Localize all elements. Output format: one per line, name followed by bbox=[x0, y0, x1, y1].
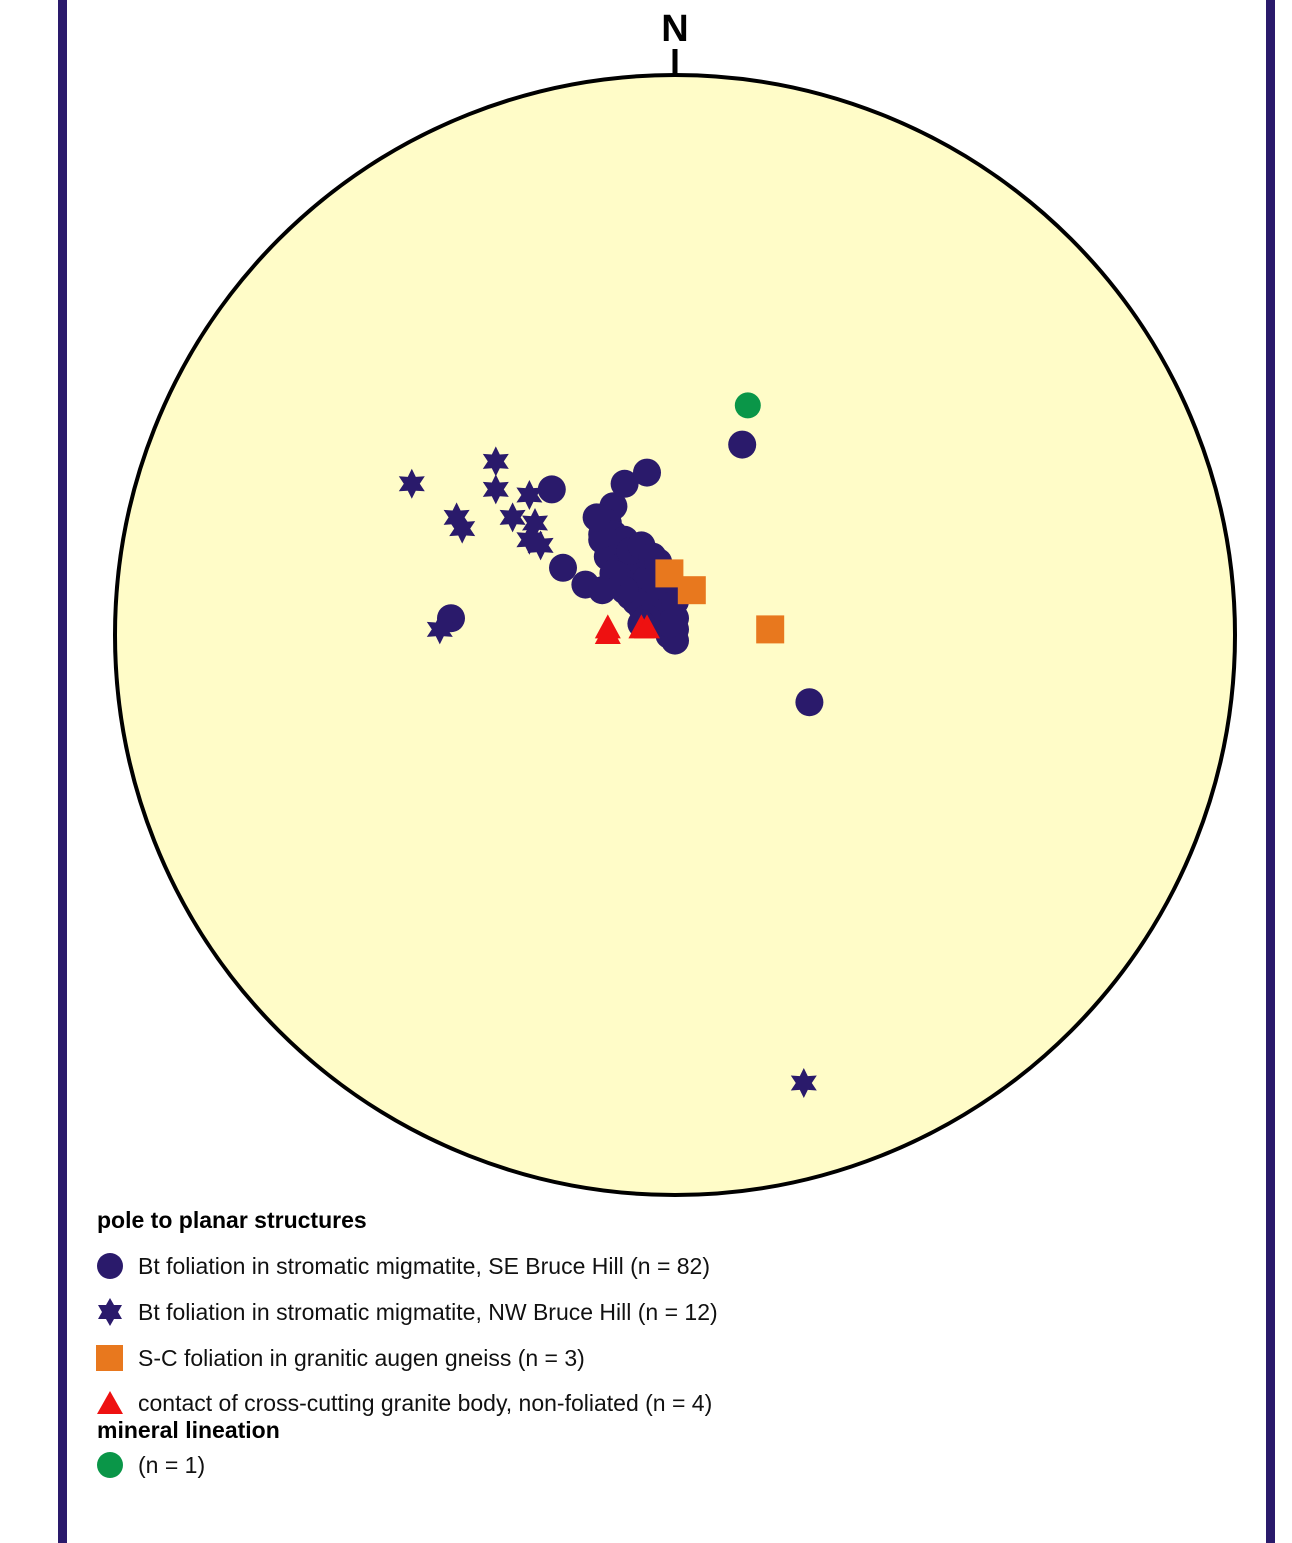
data-points-layer bbox=[398, 392, 824, 1098]
legend-item-sc: S-C foliation in granitic augen gneiss (… bbox=[95, 1343, 585, 1373]
legend-item-bt-nw: Bt foliation in stromatic migmatite, NW … bbox=[95, 1297, 718, 1327]
bt-se-pole bbox=[633, 458, 661, 487]
left-frame-bar bbox=[58, 0, 67, 1543]
contact-pole bbox=[594, 620, 621, 644]
legend-poles-title: pole to planar structures bbox=[97, 1207, 367, 1233]
sc-pole bbox=[677, 576, 706, 605]
bt-nw-pole bbox=[449, 513, 476, 544]
legend-item-contact: contact of cross-cutting granite body, n… bbox=[95, 1388, 712, 1418]
legend-label: (n = 1) bbox=[138, 1451, 206, 1478]
legend-label: Bt foliation in stromatic migmatite, NW … bbox=[138, 1298, 718, 1325]
bt-se-pole bbox=[582, 503, 611, 532]
bt-nw-pole bbox=[499, 502, 526, 533]
bt-nw-pole bbox=[522, 508, 548, 538]
bt-nw-pole bbox=[482, 474, 509, 505]
lineation-point bbox=[734, 392, 761, 419]
right-frame-bar bbox=[1266, 0, 1275, 1543]
star-symbol-icon bbox=[98, 1298, 122, 1326]
bt-nw-pole bbox=[482, 446, 509, 477]
circle-symbol-icon bbox=[97, 1253, 123, 1279]
north-label: N bbox=[661, 8, 688, 50]
bt-nw-pole bbox=[443, 502, 470, 533]
bt-se-pole bbox=[537, 475, 566, 504]
bt-nw-pole bbox=[426, 614, 453, 645]
stereonet-plot: N bbox=[113, 8, 1237, 1197]
bt-se-pole bbox=[655, 609, 684, 638]
bt-se-pole bbox=[728, 430, 757, 459]
bt-se-pole bbox=[610, 469, 639, 498]
bt-nw-pole bbox=[790, 1068, 817, 1098]
triangle-symbol-icon bbox=[97, 1391, 123, 1414]
legend-item-lineation: (n = 1) bbox=[95, 1450, 205, 1480]
legend-label: contact of cross-cutting granite body, n… bbox=[138, 1389, 713, 1416]
bt-se-pole bbox=[795, 688, 824, 717]
bt-nw-pole bbox=[398, 468, 425, 499]
legend-label: S-C foliation in granitic augen gneiss (… bbox=[138, 1344, 585, 1371]
bt-se-pole bbox=[549, 553, 577, 582]
circle-symbol-icon bbox=[97, 1452, 123, 1478]
bt-nw-pole bbox=[516, 480, 543, 510]
sc-pole bbox=[756, 615, 785, 644]
bt-se-pole bbox=[588, 576, 617, 605]
bt-nw-pole bbox=[527, 530, 554, 561]
legend-item-bt-se: Bt foliation in stromatic migmatite, SE … bbox=[95, 1251, 710, 1281]
contact-pole bbox=[634, 614, 660, 639]
square-symbol-icon bbox=[96, 1345, 123, 1371]
legend-label: Bt foliation in stromatic migmatite, SE … bbox=[138, 1252, 711, 1279]
legend-lineation-title: mineral lineation bbox=[97, 1417, 280, 1443]
